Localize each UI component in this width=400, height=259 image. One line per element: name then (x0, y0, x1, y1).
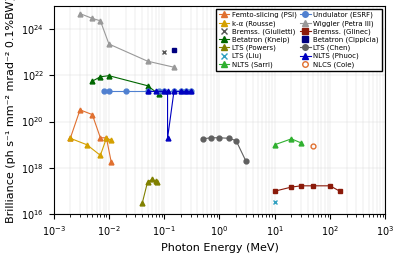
Y-axis label: Brilliance (ph s⁻¹ mm⁻² mrad⁻² 0.1%BW): Brilliance (ph s⁻¹ mm⁻² mrad⁻² 0.1%BW) (6, 0, 16, 223)
Legend: Femto-slicing (PSI), k-α (Rousse), Bremss. (Giulietti), Betatron (Kneip), LTS (P: Femto-slicing (PSI), k-α (Rousse), Brems… (216, 9, 382, 70)
X-axis label: Photon Energy (MeV): Photon Energy (MeV) (160, 243, 278, 254)
